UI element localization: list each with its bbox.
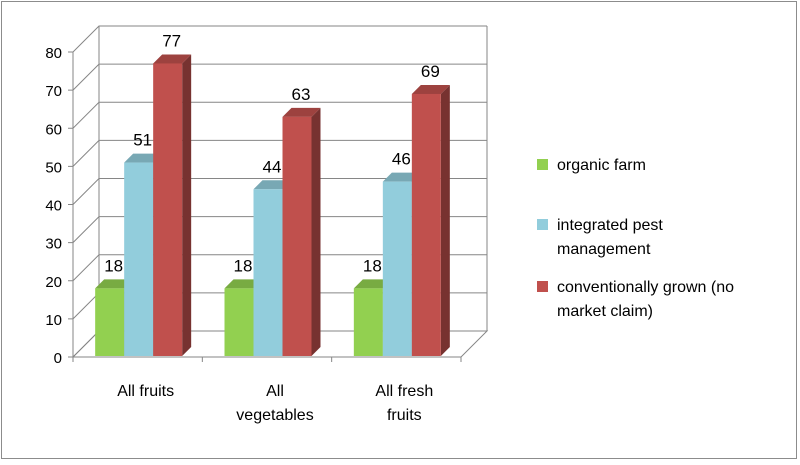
data-label: 77 bbox=[162, 31, 181, 50]
data-label: 18 bbox=[234, 256, 253, 275]
bar-front bbox=[124, 162, 154, 356]
bar-front bbox=[153, 63, 183, 356]
bar-top bbox=[224, 279, 263, 289]
bar-top bbox=[253, 180, 292, 190]
bar-front bbox=[253, 189, 283, 356]
legend-swatch bbox=[537, 159, 548, 170]
legend: organic farm integrated pest management con… bbox=[537, 157, 734, 320]
bars-layer bbox=[95, 54, 450, 356]
data-label: 18 bbox=[104, 256, 123, 275]
gridline bbox=[72, 25, 487, 53]
y-tick-label: 20 bbox=[45, 274, 62, 291]
bar-front bbox=[411, 93, 441, 356]
y-tick-label: 0 bbox=[54, 350, 62, 367]
bar bbox=[282, 107, 321, 356]
x-category-label: vegetables bbox=[236, 407, 313, 424]
data-label: 63 bbox=[292, 85, 311, 104]
data-label: 44 bbox=[263, 157, 282, 176]
legend-label: market claim) bbox=[557, 303, 653, 320]
bar-front bbox=[353, 288, 383, 356]
y-tick-label: 50 bbox=[45, 159, 62, 176]
bar-top bbox=[382, 172, 421, 182]
axis-layer bbox=[68, 26, 488, 362]
bar-side bbox=[311, 107, 321, 356]
legend-label: integrated pest bbox=[557, 217, 663, 234]
bar-top bbox=[95, 279, 134, 289]
bar bbox=[153, 54, 192, 356]
bar bbox=[411, 84, 450, 356]
data-label: 46 bbox=[392, 150, 411, 169]
y-tick-label: 70 bbox=[45, 83, 62, 100]
bar-side bbox=[440, 84, 450, 356]
legend-label: management bbox=[557, 241, 651, 258]
data-label: 51 bbox=[133, 131, 152, 150]
y-tick-label: 60 bbox=[45, 121, 62, 138]
legend-label: conventionally grown (no bbox=[557, 279, 734, 296]
bar-top bbox=[411, 84, 450, 94]
bar-front bbox=[95, 288, 125, 356]
legend-swatch bbox=[537, 281, 548, 292]
y-tick-label: 40 bbox=[45, 198, 62, 215]
bar-top bbox=[282, 107, 321, 117]
x-category-label: All bbox=[266, 383, 284, 400]
bar-front bbox=[224, 288, 254, 356]
x-category-label: fruits bbox=[387, 407, 422, 424]
bar-front bbox=[282, 116, 312, 356]
data-label: 18 bbox=[363, 256, 382, 275]
bar-top bbox=[124, 153, 163, 163]
y-tick-label: 30 bbox=[45, 236, 62, 253]
data-label: 69 bbox=[421, 62, 440, 81]
y-tick-label: 80 bbox=[45, 45, 62, 62]
x-category-label: All fresh bbox=[375, 383, 433, 400]
y-tick-label: 10 bbox=[45, 312, 62, 329]
legend-label: organic farm bbox=[557, 157, 646, 174]
bar-front bbox=[382, 181, 412, 356]
bar-top bbox=[353, 279, 392, 289]
bar-side bbox=[182, 54, 192, 356]
x-category-label: All fruits bbox=[117, 383, 174, 400]
legend-swatch bbox=[537, 219, 548, 230]
bar-top bbox=[153, 54, 192, 64]
labels-layer: 0 10 20 30 40 50 60 70 80 18 51 77 All fruits 18 44 63 A… bbox=[45, 31, 439, 424]
